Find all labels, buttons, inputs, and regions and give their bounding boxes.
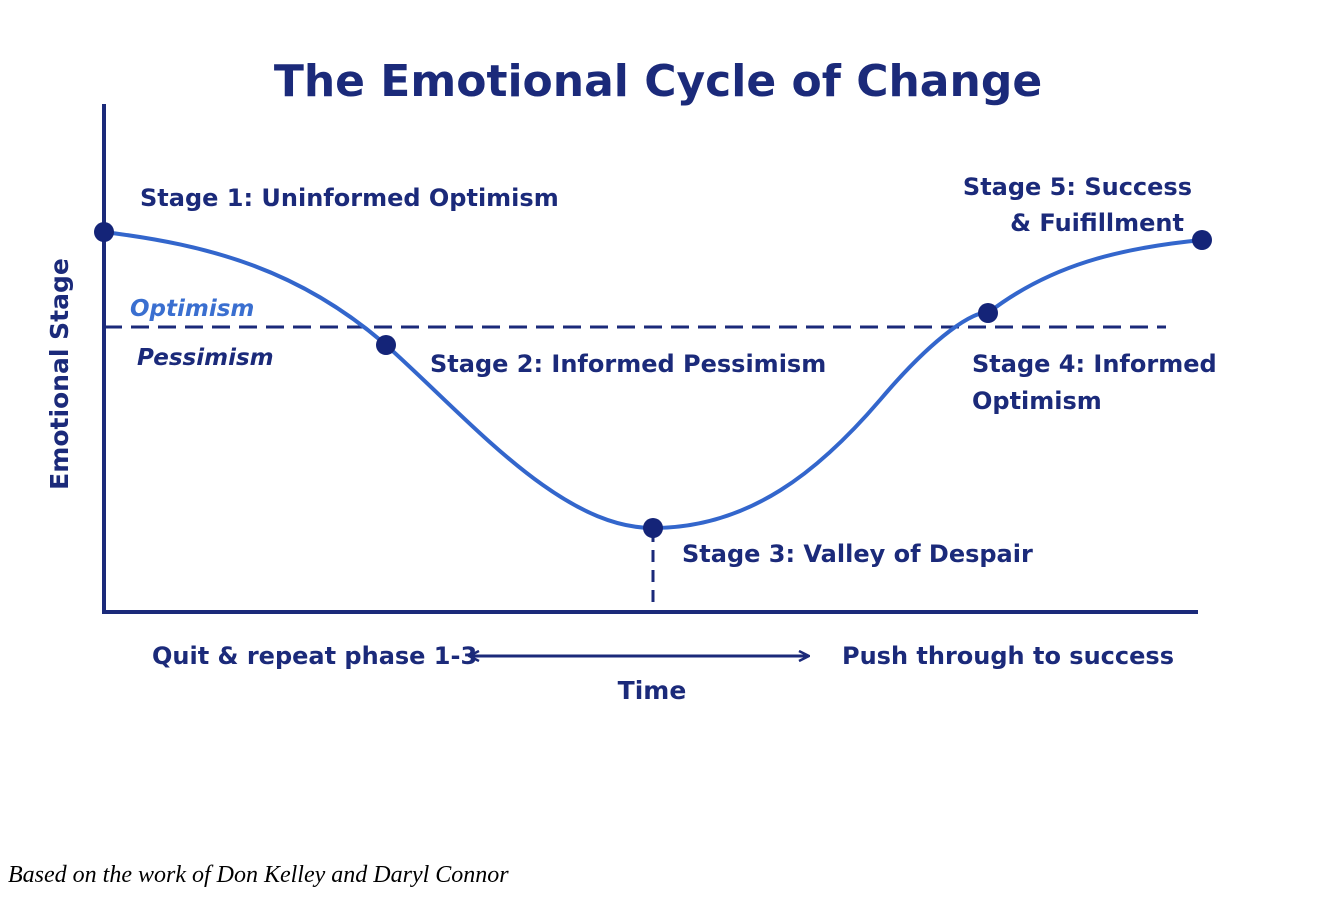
stage-3-label: Stage 3: Valley of Despair	[682, 540, 1033, 568]
stage-4-label-line-1: Stage 4: Informed	[972, 350, 1217, 378]
push-through-annotation: Push through to success	[842, 642, 1174, 670]
attribution-footnote: Based on the work of Don Kelley and Dary…	[8, 862, 509, 888]
stage-3-dot	[643, 518, 663, 538]
stage-1-label: Stage 1: Uninformed Optimism	[140, 184, 559, 212]
stage-5-dot	[1192, 230, 1212, 250]
stage-5-label-line-1: Stage 5: Success	[963, 173, 1192, 201]
optimism-zone-label: Optimism	[130, 296, 254, 322]
stage-4-dot	[978, 303, 998, 323]
diagram-title: The Emotional Cycle of Change	[274, 56, 1042, 107]
emotional-cycle-curve	[102, 230, 1204, 531]
stage-4-label-line-2: Optimism	[972, 387, 1102, 415]
stage-2-label: Stage 2: Informed Pessimism	[430, 350, 826, 378]
y-axis-label: Emotional Stage	[45, 258, 74, 490]
x-axis-label: Time	[618, 676, 687, 705]
stage-5-label-line-2: & Fuifillment	[1010, 209, 1184, 237]
pessimism-zone-label: Pessimism	[137, 345, 274, 371]
stage-2-dot	[376, 335, 396, 355]
quit-annotation: Quit & repeat phase 1-3	[152, 642, 477, 670]
stage-1-dot	[94, 222, 114, 242]
